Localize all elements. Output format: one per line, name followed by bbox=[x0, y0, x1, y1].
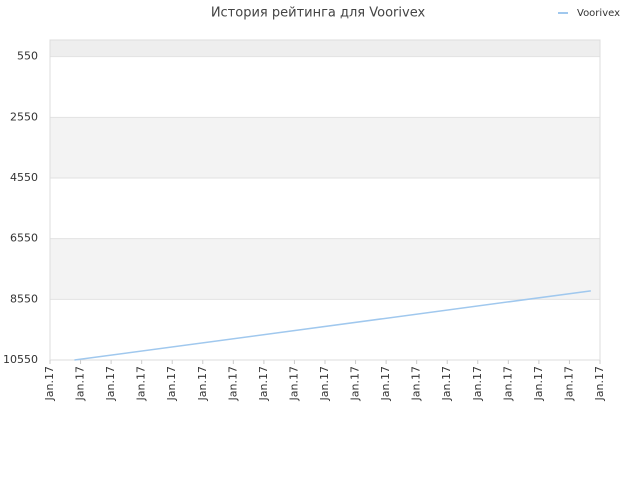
x-tick-label: Jan.17 bbox=[104, 366, 117, 401]
y-tick-label: 8550 bbox=[10, 292, 38, 305]
plot-band bbox=[50, 40, 600, 57]
x-tick-label: Jan.17 bbox=[532, 366, 545, 401]
x-tick-label: Jan.17 bbox=[226, 366, 239, 401]
x-tick-label: Jan.17 bbox=[135, 366, 148, 401]
x-tick-label: Jan.17 bbox=[501, 366, 514, 401]
x-tick-label: Jan.17 bbox=[379, 366, 392, 401]
chart-title: История рейтинга для Voorivex bbox=[211, 6, 426, 21]
x-tick-label: Jan.17 bbox=[287, 366, 300, 401]
x-tick-label: Jan.17 bbox=[43, 366, 56, 401]
x-tick-label: Jan.17 bbox=[74, 366, 87, 401]
x-tick-label: Jan.17 bbox=[257, 366, 270, 401]
data-line bbox=[74, 290, 591, 361]
legend-label: Voorivex bbox=[577, 8, 620, 19]
y-tick-label: 10550 bbox=[3, 353, 38, 366]
x-tick-label: Jan.17 bbox=[593, 366, 606, 401]
x-tick-label: Jan.17 bbox=[349, 366, 362, 401]
x-tick-label: Jan.17 bbox=[196, 366, 209, 401]
x-tick-label: Jan.17 bbox=[471, 366, 484, 401]
y-tick-label: 4550 bbox=[10, 171, 38, 184]
plot-background bbox=[50, 40, 600, 360]
y-tick-label: 6550 bbox=[10, 232, 38, 245]
y-tick-label: 550 bbox=[17, 50, 38, 63]
x-tick-label: Jan.17 bbox=[562, 366, 575, 401]
plot-band bbox=[50, 117, 600, 179]
y-tick-label: 2550 bbox=[10, 110, 38, 123]
x-tick-label: Jan.17 bbox=[440, 366, 453, 401]
plot-band bbox=[50, 238, 600, 300]
x-tick-label: Jan.17 bbox=[165, 366, 178, 401]
x-tick-label: Jan.17 bbox=[410, 366, 423, 401]
x-tick-label: Jan.17 bbox=[318, 366, 331, 401]
